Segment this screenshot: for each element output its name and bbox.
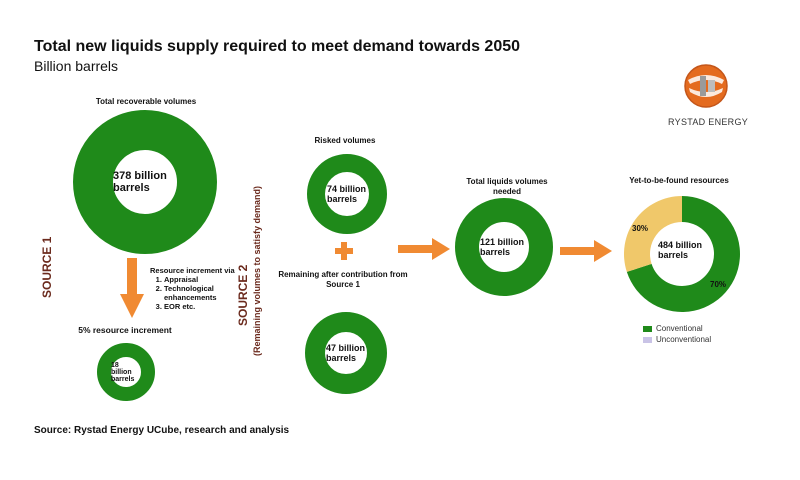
ytf-donut	[622, 194, 742, 314]
source1-label: SOURCE 1	[40, 236, 54, 298]
ytf-label: Yet-to-be-found resources	[629, 176, 729, 185]
arrow-down-icon	[120, 258, 144, 320]
ytf-pct-unconventional: 30%	[632, 224, 649, 233]
needed-value: 121 billion barrels	[480, 237, 525, 257]
legend-swatch-conventional	[643, 325, 652, 332]
arrow-right-icon	[560, 240, 612, 262]
increment-value: 18 billion barrels	[111, 361, 135, 383]
legend-unconventional: Unconventional	[643, 335, 711, 344]
plus-icon	[335, 242, 353, 260]
page-title: Total new liquids supply required to mee…	[34, 38, 521, 55]
increment-ring: 18 billion barrels	[97, 343, 155, 401]
legend-swatch-unconventional	[643, 336, 652, 343]
risked-ring: 74 billion barrels	[307, 154, 387, 234]
ytf-pct-conventional: 70%	[710, 280, 727, 289]
risked-label: Risked volumes	[314, 136, 376, 145]
source2-sublabel: (Remaining volumes to satisfy demand)	[252, 185, 262, 356]
needed-ring: 121 billion barrels	[455, 198, 553, 296]
total-recoverable-value: 378 billion barrels	[113, 170, 167, 194]
remaining-value: 47 billion barrels	[326, 343, 366, 363]
increment-item: Technological enhancements	[164, 284, 260, 302]
source2-label: SOURCE 2	[236, 264, 250, 326]
globe-logo-icon	[682, 62, 730, 110]
increment-item: Appraisal	[164, 275, 260, 284]
logo-text: RYSTAD ENERGY	[668, 117, 749, 127]
total-recoverable-ring: 378 billion barrels	[73, 110, 217, 254]
ytf-segment-unconventional	[624, 196, 682, 272]
risked-value: 74 billion barrels	[327, 184, 367, 204]
total-recoverable-label: Total recoverable volumes	[95, 97, 197, 106]
legend-label-unconventional: Unconventional	[656, 335, 712, 344]
arrow-right-icon	[398, 238, 450, 260]
increment-label: 5% resource increment	[78, 325, 172, 335]
increment-list: Resource increment via Appraisal Technol…	[150, 266, 260, 311]
ytf-value: 484 billion barrels	[658, 240, 703, 260]
remaining-label: Remaining after contribution from Source…	[278, 270, 408, 289]
needed-label: Total liquids volumes needed	[466, 177, 548, 196]
ytf-segment-conventional	[626, 196, 740, 312]
increment-item: EOR etc.	[164, 302, 260, 311]
remaining-ring: 47 billion barrels	[305, 312, 387, 394]
page-subtitle: Billion barrels	[34, 58, 119, 74]
source-footer: Source: Rystad Energy UCube, research an…	[34, 425, 290, 436]
legend-conventional: Conventional	[643, 324, 703, 333]
legend-label-conventional: Conventional	[656, 324, 703, 333]
increment-heading: Resource increment via	[150, 266, 235, 275]
